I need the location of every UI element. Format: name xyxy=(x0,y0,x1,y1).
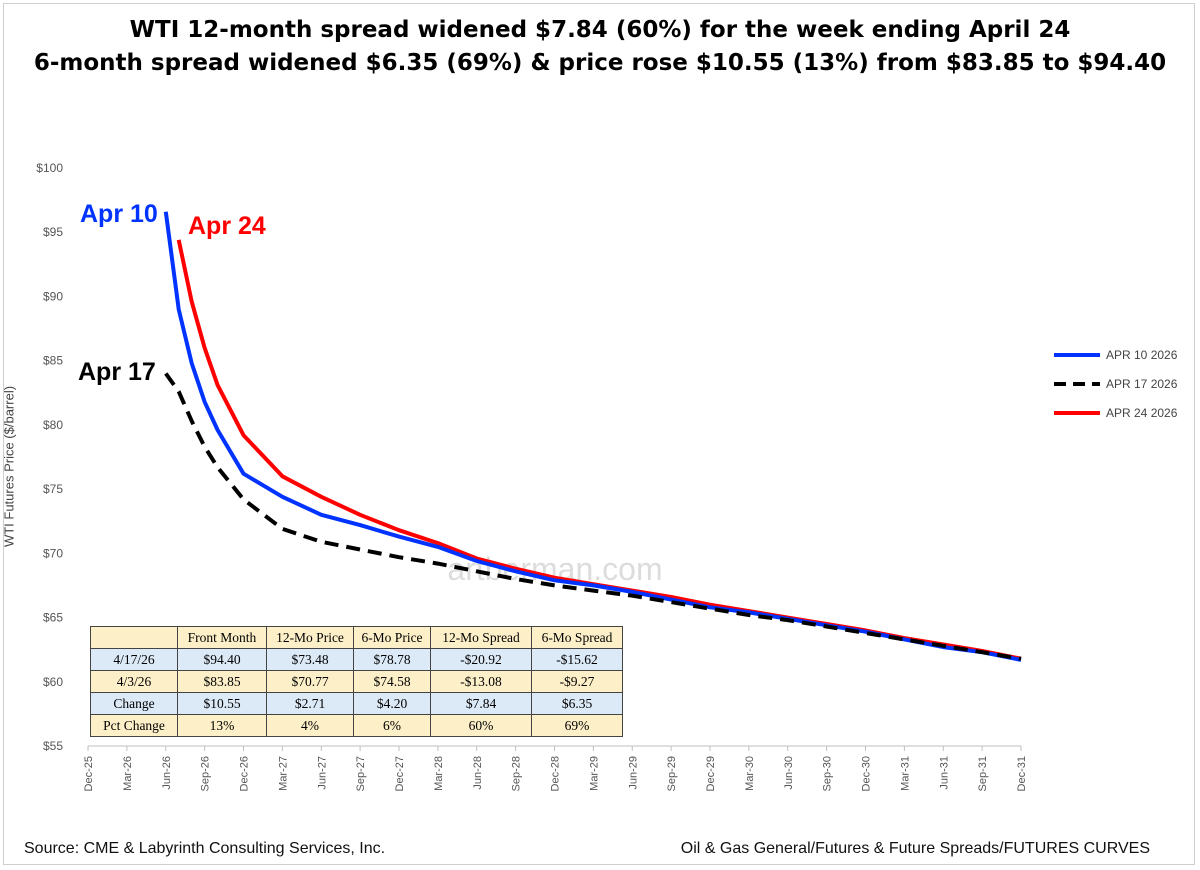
stats-row: 4/3/26 $83.85 $70.77 $74.58 -$13.08 -$9.… xyxy=(90,670,623,693)
legend-entry: APR 17 2026 xyxy=(1106,377,1178,391)
series-line-apr-24-2026 xyxy=(176,239,1022,661)
stats-cell: 4/3/26 xyxy=(90,670,178,693)
stats-header-cell: 6-Mo Spread xyxy=(531,626,623,649)
stats-cell: -$9.27 xyxy=(531,670,623,693)
stats-cell: 4/17/26 xyxy=(90,648,178,671)
x-tick-label: Jun-30 xyxy=(783,756,795,790)
chart-frame xyxy=(3,3,1195,865)
x-tick-label: Jun-26 xyxy=(161,756,173,790)
stats-cell: Pct Change xyxy=(90,714,178,737)
x-tick-label: Mar-31 xyxy=(899,756,911,791)
y-tick-label: $85 xyxy=(43,354,63,368)
stats-row: 4/17/26 $94.40 $73.48 $78.78 -$20.92 -$1… xyxy=(90,648,623,671)
stats-cell: 13% xyxy=(177,714,267,737)
stats-table: Front Month 12-Mo Price 6-Mo Price 12-Mo… xyxy=(90,626,623,737)
x-tick-label: Sep-27 xyxy=(355,756,367,791)
legend-entry: APR 10 2026 xyxy=(1106,348,1178,362)
stats-cell: $10.55 xyxy=(177,692,267,715)
x-tick-label: Jun-28 xyxy=(472,756,484,790)
stats-header-cell xyxy=(90,626,178,649)
stats-cell: $4.20 xyxy=(353,692,431,715)
stats-cell: $94.40 xyxy=(177,648,267,671)
title-line-2: 6-month spread widened $6.35 (69%) & pri… xyxy=(33,50,1167,76)
stats-cell: $6.35 xyxy=(531,692,623,715)
y-tick-label: $90 xyxy=(43,289,63,303)
folder-path-note: Oil & Gas General/Futures & Future Sprea… xyxy=(680,840,1150,857)
stats-header-cell: 12-Mo Spread xyxy=(430,626,532,649)
x-tick-label: Mar-29 xyxy=(588,756,600,791)
stats-cell: 60% xyxy=(430,714,532,737)
x-tick-label: Dec-25 xyxy=(83,756,95,791)
y-tick-label: $95 xyxy=(43,225,63,239)
title-line-1: WTI 12-month spread widened $7.84 (60%) … xyxy=(129,17,1071,43)
x-tick-label: Jun-29 xyxy=(627,756,639,790)
x-tick-label: Sep-28 xyxy=(511,756,523,791)
series-label: Apr 10 xyxy=(80,200,158,228)
stats-cell: $83.85 xyxy=(177,670,267,693)
y-tick-label: $55 xyxy=(43,739,63,753)
x-tick-label: Sep-31 xyxy=(977,756,989,791)
series-label: Apr 24 xyxy=(188,212,266,240)
y-tick-label: $65 xyxy=(43,611,63,625)
stats-cell: $73.48 xyxy=(266,648,354,671)
x-tick-label: Mar-28 xyxy=(433,756,445,791)
x-tick-label: Dec-30 xyxy=(861,756,873,791)
x-tick-label: Mar-26 xyxy=(122,756,134,791)
stats-header-cell: 6-Mo Price xyxy=(353,626,431,649)
source-note: Source: CME & Labyrinth Consulting Servi… xyxy=(24,840,386,857)
stats-cell: Change xyxy=(90,692,178,715)
stats-cell: 6% xyxy=(353,714,431,737)
x-tick-label: Sep-29 xyxy=(666,756,678,791)
legend-entry: APR 24 2026 xyxy=(1106,406,1178,420)
y-tick-label: $70 xyxy=(43,546,63,560)
stats-cell: -$13.08 xyxy=(430,670,532,693)
series-line-apr-10-2026 xyxy=(163,211,1022,662)
x-tick-label: Mar-27 xyxy=(277,756,289,791)
x-tick-label: Dec-29 xyxy=(705,756,717,791)
stats-row: Pct Change 13% 4% 6% 60% 69% xyxy=(90,714,623,737)
x-tick-label: Sep-26 xyxy=(200,756,212,791)
stats-header-cell: Front Month xyxy=(177,626,267,649)
x-tick-label: Dec-28 xyxy=(550,756,562,791)
x-tick-label: Dec-27 xyxy=(394,756,406,791)
stats-cell: 4% xyxy=(266,714,354,737)
x-tick-label: Dec-31 xyxy=(1016,756,1028,791)
stats-cell: $7.84 xyxy=(430,692,532,715)
series-label: Apr 17 xyxy=(78,358,156,386)
stats-cell: $70.77 xyxy=(266,670,354,693)
chart-title: WTI 12-month spread widened $7.84 (60%) … xyxy=(0,14,1200,80)
stats-cell: $78.78 xyxy=(353,648,431,671)
y-tick-label: $100 xyxy=(36,161,63,175)
x-tick-label: Jun-27 xyxy=(316,756,328,790)
y-tick-label: $60 xyxy=(43,675,63,689)
stats-header-row: Front Month 12-Mo Price 6-Mo Price 12-Mo… xyxy=(90,626,623,649)
y-tick-label: $80 xyxy=(43,418,63,432)
stats-header-cell: 12-Mo Price xyxy=(266,626,354,649)
x-tick-label: Mar-30 xyxy=(744,756,756,791)
series-line-apr-17-2026 xyxy=(164,372,1022,661)
x-tick-label: Sep-30 xyxy=(822,756,834,791)
stats-cell: -$15.62 xyxy=(531,648,623,671)
stats-cell: $74.58 xyxy=(353,670,431,693)
x-tick-label: Dec-26 xyxy=(239,756,251,791)
x-tick-label: Jun-31 xyxy=(938,756,950,790)
stats-cell: -$20.92 xyxy=(430,648,532,671)
stats-row: Change $10.55 $2.71 $4.20 $7.84 $6.35 xyxy=(90,692,623,715)
stats-cell: $2.71 xyxy=(266,692,354,715)
y-tick-label: $75 xyxy=(43,482,63,496)
stats-cell: 69% xyxy=(531,714,623,737)
